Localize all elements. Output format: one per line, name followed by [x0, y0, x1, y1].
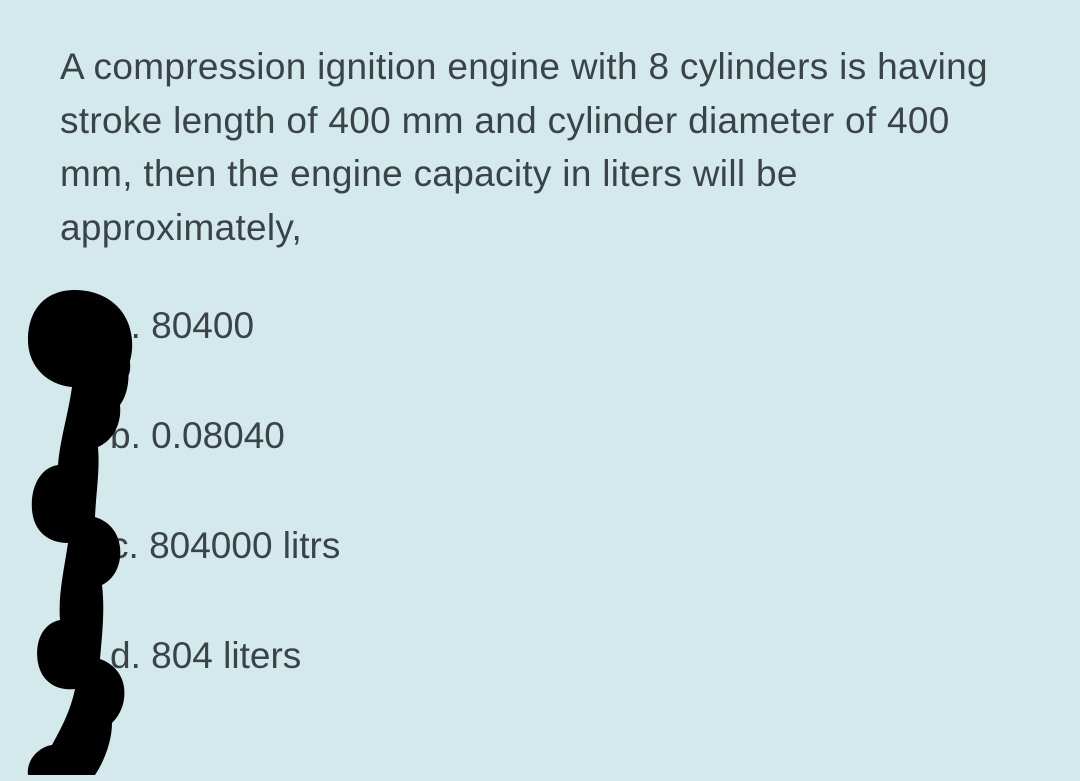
option-b-text: 0.08040 [151, 415, 285, 456]
options-list: a. 80400 b. 0.08040 c. 804000 litrs d. 8… [60, 305, 1020, 677]
option-d[interactable]: d. 804 liters [110, 635, 1020, 677]
question-text: A compression ignition engine with 8 cyl… [60, 40, 1020, 255]
option-c-text: 804000 litrs [149, 525, 340, 566]
redaction-scribble [20, 285, 140, 775]
option-a[interactable]: a. 80400 [110, 305, 1020, 347]
option-a-text: 80400 [151, 305, 254, 346]
option-c[interactable]: c. 804000 litrs [110, 525, 1020, 567]
option-d-text: 804 liters [151, 635, 301, 676]
option-b[interactable]: b. 0.08040 [110, 415, 1020, 457]
